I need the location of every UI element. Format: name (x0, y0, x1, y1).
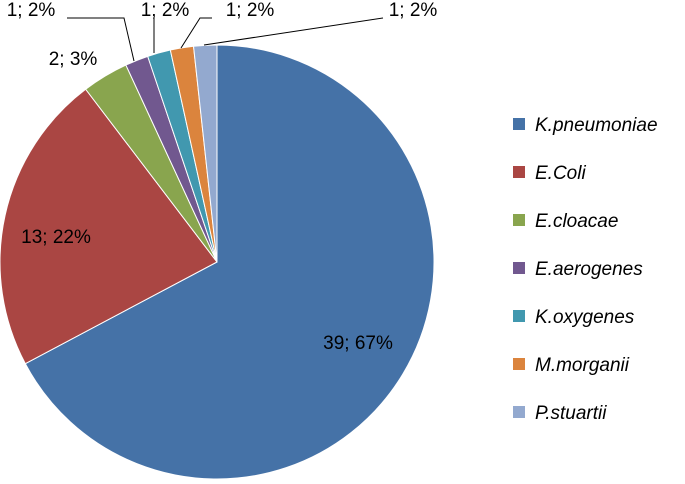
leader-line (67, 17, 135, 62)
data-label: 13; 22% (21, 227, 91, 248)
leader-line (203, 17, 384, 46)
pie-slice-e-coli (0, 88, 218, 365)
legend-swatch (513, 406, 525, 418)
data-labels: 39; 67% 13; 22% 2; 3% 1; 2% 1; 2% 1; 2% 1; 2% (7, 0, 438, 354)
leader-lines (67, 17, 384, 62)
legend-label: E.cloacae (535, 211, 618, 232)
legend-swatch (513, 262, 525, 274)
data-label: 1; 2% (226, 0, 275, 21)
legend-swatch (513, 214, 525, 226)
legend-swatch (513, 358, 525, 370)
legend-swatch (513, 310, 525, 322)
legend-label: K.pneumoniae (535, 115, 658, 136)
legend: K.pneumoniae E.Coli E.cloacae E.aerogenes K.… (513, 115, 658, 424)
pie-slice-p-stuartii (192, 44, 218, 263)
legend-label: E.Coli (535, 163, 586, 184)
data-label: 1; 2% (389, 0, 438, 21)
legend-label: M.morganii (535, 355, 630, 376)
pie-slices (0, 44, 435, 480)
data-label: 1; 2% (7, 0, 56, 21)
legend-swatch (513, 118, 525, 130)
legend-label: E.aerogenes (535, 259, 643, 280)
legend-swatch (513, 166, 525, 178)
data-label: 1; 2% (141, 0, 190, 21)
pie-slice-k-pneumoniae (24, 44, 435, 480)
leader-line (180, 17, 212, 49)
legend-label: K.oxygenes (535, 307, 635, 328)
data-label: 39; 67% (323, 333, 393, 354)
legend-label: P.stuartii (535, 403, 607, 424)
data-label: 2; 3% (49, 49, 98, 70)
